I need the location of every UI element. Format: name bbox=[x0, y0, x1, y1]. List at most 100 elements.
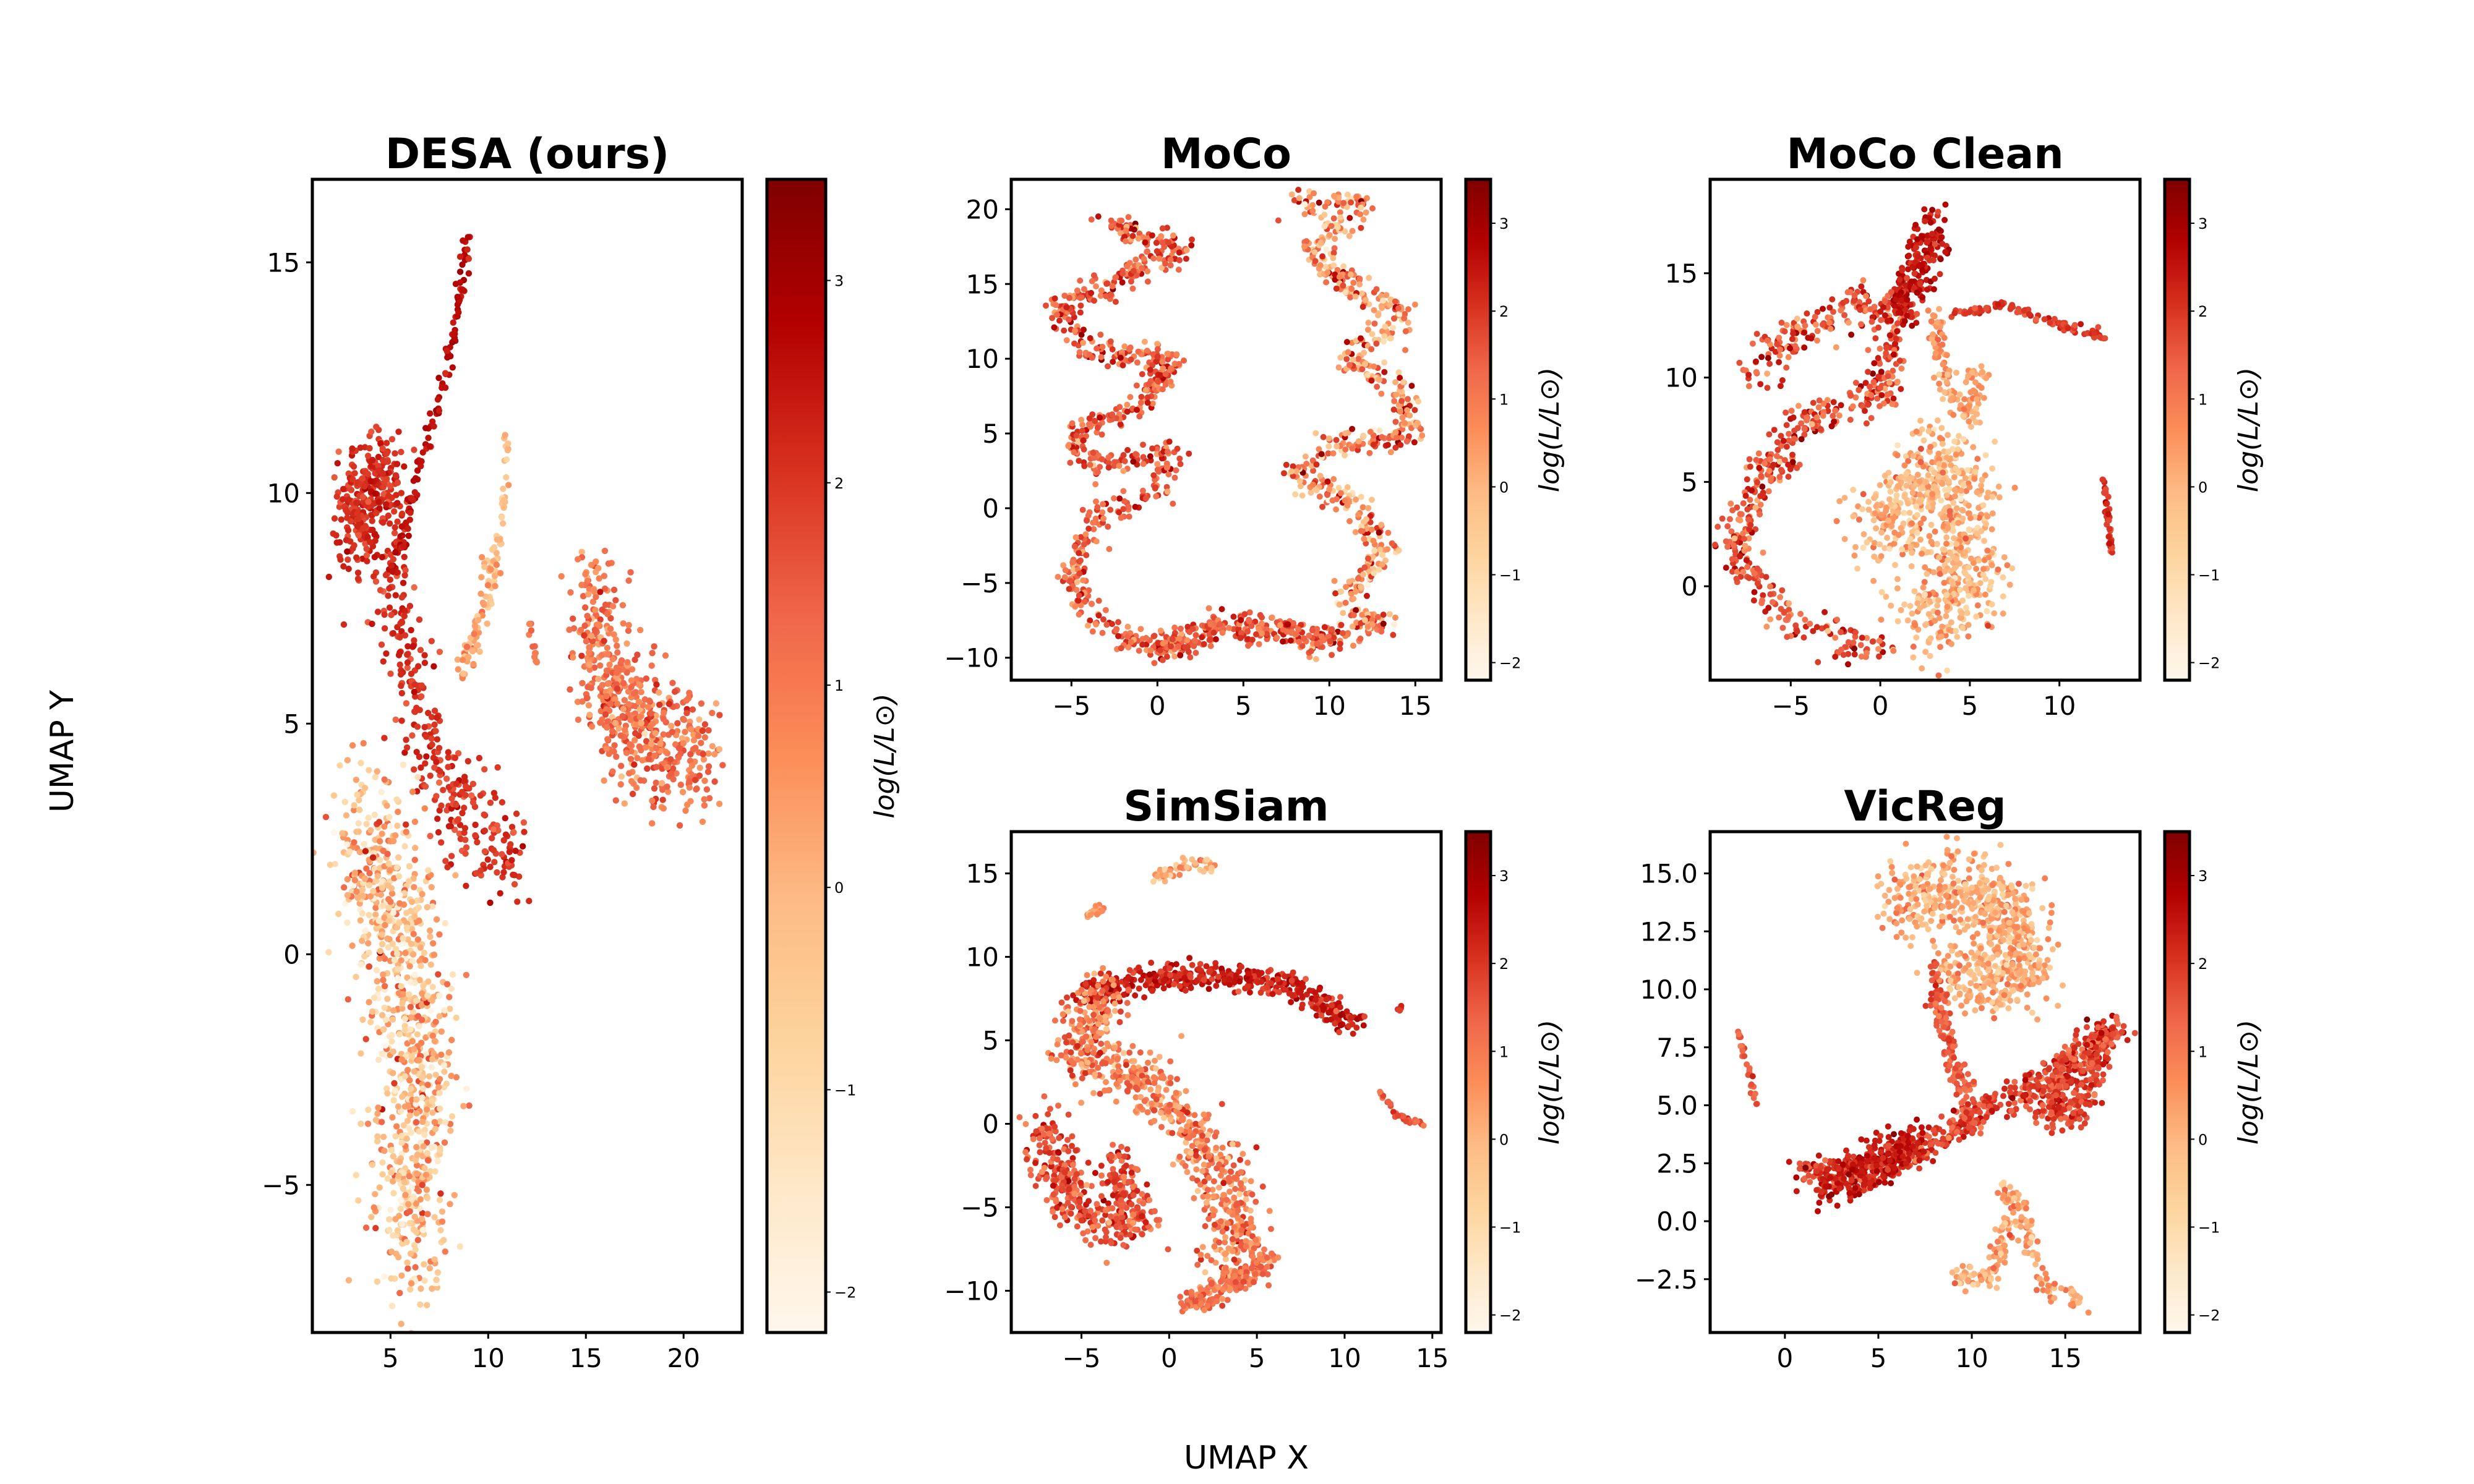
scatter-point bbox=[677, 782, 685, 788]
scatter-point bbox=[1238, 629, 1244, 636]
scatter-point bbox=[395, 974, 401, 982]
scatter-point bbox=[1116, 463, 1123, 469]
scatter-point bbox=[1290, 620, 1297, 626]
colorbar-tick-label: −1 bbox=[834, 1081, 856, 1099]
scatter-point bbox=[500, 504, 507, 511]
scatter-point bbox=[413, 1162, 421, 1169]
scatter-point bbox=[1089, 354, 1095, 361]
scatter-point bbox=[698, 740, 704, 746]
scatter-point bbox=[696, 772, 703, 779]
scatter-point bbox=[387, 670, 394, 677]
scatter-point bbox=[365, 1106, 372, 1114]
scatter-point bbox=[1393, 434, 1400, 441]
scatter-point bbox=[1766, 431, 1773, 438]
scatter-point bbox=[438, 1028, 445, 1035]
scatter-point bbox=[1753, 369, 1760, 375]
scatter-point bbox=[1712, 542, 1718, 548]
scatter-point bbox=[1391, 621, 1398, 628]
scatter-point bbox=[1087, 461, 1094, 468]
scatter-point bbox=[614, 649, 621, 656]
scatter-point bbox=[510, 829, 517, 836]
scatter-point bbox=[1836, 498, 1843, 505]
scatter-point bbox=[440, 1062, 448, 1068]
x-tick-label: 5 bbox=[382, 1343, 399, 1373]
scatter-point bbox=[612, 597, 619, 603]
scatter-point bbox=[1755, 450, 1762, 457]
scatter-point bbox=[423, 1187, 430, 1193]
scatter-point bbox=[381, 823, 388, 830]
scatter-point bbox=[422, 1034, 429, 1041]
scatter-point bbox=[1105, 464, 1112, 471]
scatter-point bbox=[1403, 438, 1410, 445]
scatter-point bbox=[629, 790, 636, 798]
scatter-point bbox=[1810, 399, 1817, 406]
scatter-point bbox=[1136, 647, 1142, 654]
scatter-point bbox=[397, 1205, 404, 1213]
scatter-point bbox=[1154, 341, 1161, 348]
scatter-point bbox=[653, 712, 659, 719]
scatter-point bbox=[653, 744, 660, 752]
scatter-point bbox=[615, 667, 622, 674]
scatter-point bbox=[435, 1084, 442, 1091]
scatter-point bbox=[1344, 502, 1351, 509]
scatter-point bbox=[388, 1275, 395, 1282]
scatter-point bbox=[502, 815, 508, 822]
scatter-point bbox=[364, 534, 371, 540]
scatter-point bbox=[1361, 349, 1368, 356]
scatter-point bbox=[389, 940, 396, 947]
scatter-point bbox=[1301, 635, 1308, 642]
scatter-point bbox=[1181, 357, 1187, 364]
scatter-point bbox=[1330, 215, 1337, 222]
scatter-point bbox=[1174, 445, 1181, 452]
scatter-point bbox=[711, 778, 718, 785]
scatter-point bbox=[674, 720, 681, 727]
panel-1: MoCo−5 0 5 10 15−10−505101520−2−10123log(L/L… bbox=[944, 130, 1565, 721]
scatter-point bbox=[1098, 287, 1105, 294]
scatter-point bbox=[385, 492, 392, 500]
scatter-point bbox=[432, 1168, 439, 1175]
scatter-point bbox=[460, 1102, 467, 1110]
scatter-points bbox=[1712, 201, 2115, 679]
scatter-point bbox=[1093, 621, 1099, 628]
scatter-point bbox=[353, 1172, 359, 1179]
scatter-point bbox=[447, 1127, 454, 1134]
scatter-point bbox=[484, 856, 491, 863]
scatter-point bbox=[448, 1113, 456, 1120]
scatter-point bbox=[1170, 500, 1176, 507]
scatter-point bbox=[1399, 414, 1406, 421]
scatter-point bbox=[1077, 309, 1084, 316]
scatter-point bbox=[401, 613, 408, 620]
scatter-point bbox=[1867, 383, 1873, 390]
scatter-point bbox=[1342, 430, 1349, 437]
scatter-point bbox=[429, 984, 436, 991]
scatter-point bbox=[491, 573, 499, 579]
scatter-point bbox=[1066, 294, 1072, 301]
scatter-point bbox=[1164, 488, 1171, 495]
scatter-point bbox=[1090, 272, 1097, 279]
scatter-point bbox=[1888, 602, 1894, 609]
scatter-point bbox=[1100, 515, 1107, 522]
scatter-point bbox=[376, 505, 383, 512]
scatter-point bbox=[1833, 344, 1839, 351]
scatter-point bbox=[436, 1196, 443, 1203]
scatter-point bbox=[1397, 375, 1403, 382]
scatter-point bbox=[355, 516, 362, 522]
scatter-point bbox=[1187, 654, 1194, 660]
scatter-point bbox=[402, 1192, 409, 1198]
scatter-point bbox=[1065, 443, 1072, 450]
scatter-point bbox=[1764, 370, 1771, 377]
scatter-point bbox=[1743, 557, 1750, 563]
cluster-tiny bbox=[526, 620, 541, 666]
scatter-point bbox=[335, 910, 342, 918]
scatter-point bbox=[367, 827, 374, 834]
scatter-point bbox=[389, 1016, 396, 1023]
scatter-point bbox=[1778, 467, 1784, 473]
scatter-point bbox=[442, 384, 449, 391]
scatter-point bbox=[1091, 297, 1097, 304]
scatter-point bbox=[1311, 249, 1318, 255]
y-tick-label: 5 bbox=[982, 419, 999, 449]
scatter-point bbox=[1100, 501, 1106, 508]
scatter-point bbox=[351, 802, 357, 809]
scatter-point bbox=[1324, 478, 1331, 485]
scatter-point bbox=[350, 463, 357, 470]
